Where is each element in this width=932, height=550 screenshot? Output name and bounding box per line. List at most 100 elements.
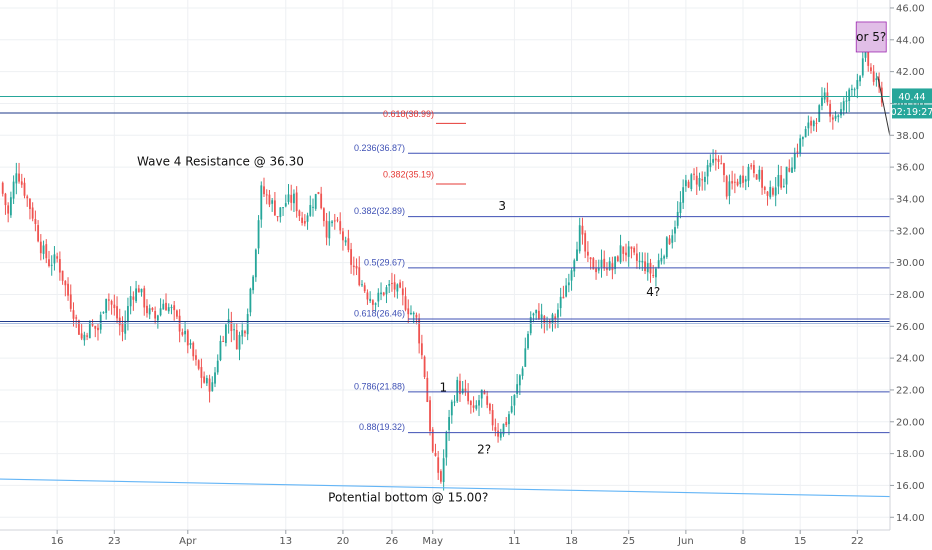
candle-body [782, 185, 785, 187]
candle-body [801, 137, 804, 140]
x-tick-label: 25 [622, 536, 635, 547]
candle-body [635, 253, 638, 261]
candle-body [870, 67, 872, 72]
y-tick-label: 20.00 [896, 417, 925, 428]
candle-body [502, 423, 505, 435]
candle-body [668, 238, 671, 245]
annotation-label: 4? [646, 285, 660, 299]
candle-body [720, 163, 723, 165]
candle-body [812, 120, 815, 127]
candle-body [75, 317, 78, 319]
candle-body [693, 173, 695, 175]
candle-body [448, 417, 450, 431]
fib-level-label: 0.236(36.87) [354, 143, 405, 153]
candle-body [581, 225, 584, 235]
candle-body [415, 314, 418, 318]
candle-body [358, 267, 361, 286]
candle-body [50, 264, 53, 266]
candle-body [410, 312, 412, 315]
candle-body [592, 258, 595, 270]
candle-body [562, 296, 565, 299]
candle-body [584, 233, 587, 252]
candle-body [791, 167, 793, 173]
candle-body [257, 220, 260, 249]
candle-body [456, 379, 459, 402]
candle-body [276, 216, 279, 218]
candle-body [260, 185, 263, 220]
support-trendline[interactable] [0, 478, 891, 498]
y-tick-label: 16.00 [896, 481, 925, 492]
y-tick-label: 22.00 [896, 385, 925, 396]
candle-body [744, 179, 747, 182]
candle-body [265, 194, 268, 196]
candle-body [407, 308, 410, 315]
candle-body [298, 210, 301, 217]
candle-body [37, 225, 40, 242]
candle-body [34, 218, 37, 225]
candle-body [864, 50, 867, 58]
trendline[interactable] [0, 478, 891, 498]
candle-body [777, 174, 780, 187]
candle-body [630, 246, 633, 249]
candle-body [442, 458, 445, 483]
candle-body [23, 182, 26, 196]
candle-body [755, 174, 758, 180]
candle-body [606, 268, 608, 270]
candle-body [333, 220, 336, 222]
horizontal-lines[interactable] [0, 95, 890, 324]
candle-body [58, 259, 61, 273]
candle-body [219, 340, 222, 361]
candle-body [129, 296, 132, 307]
candle-body [567, 282, 570, 286]
candle-body [282, 207, 284, 209]
price-axis[interactable]: 14.00 16.00 18.00 20.00 22.00 24.00 26.00 28.00… [889, 0, 932, 550]
candle-body [431, 429, 434, 452]
x-tick-label: Apr [179, 536, 197, 547]
candle-body [322, 208, 325, 222]
candle-body [821, 97, 823, 106]
candle-body [758, 169, 761, 180]
x-tick-label: 15 [794, 536, 807, 547]
candle-body [18, 173, 20, 182]
candle-body [554, 316, 557, 319]
candle-body [48, 259, 50, 266]
candle-body [518, 375, 521, 386]
fib-levels[interactable]: 0.618(38.99) 0.236(36.87) 0.382(35.19) 0.38… [354, 109, 890, 434]
candle-body [799, 138, 802, 154]
candle-body [548, 322, 551, 324]
candle-body [195, 355, 197, 360]
candle-body [753, 165, 755, 174]
candle-body [352, 265, 355, 268]
candle-body [200, 367, 203, 378]
candle-body [510, 406, 513, 413]
candle-body [657, 260, 660, 268]
candle-body [284, 203, 287, 207]
candles [1, 45, 883, 491]
candle-body [105, 298, 108, 313]
candle-body [663, 256, 666, 259]
candle-body [189, 343, 192, 345]
candle-body [845, 100, 848, 102]
time-axis[interactable]: 16 23 Apr 13 20 26 May 11 18 25 Jun 8 15 22 [0, 529, 932, 550]
price-axis-bg [890, 0, 932, 550]
candle-body [273, 200, 276, 216]
candle-body [197, 360, 200, 369]
candle-body [110, 300, 113, 305]
candle-body [788, 168, 791, 172]
annotation-label: Wave 4 Resistance @ 36.30 [137, 155, 304, 169]
candle-body [600, 259, 603, 267]
candle-body [840, 109, 842, 116]
candle-body [388, 283, 391, 286]
candle-body [205, 378, 208, 384]
candle-body [570, 270, 573, 281]
candle-body [529, 317, 532, 334]
candle-body [524, 348, 527, 367]
candle-body [404, 296, 407, 310]
annotations: Wave 4 Resistance @ 36.30 3 4? 1 2? Potential… [137, 21, 887, 504]
candle-body [641, 260, 644, 263]
candle-body [287, 194, 290, 202]
candle-body [475, 405, 478, 409]
x-tick-label: 8 [740, 536, 746, 547]
candle-body [102, 312, 105, 314]
